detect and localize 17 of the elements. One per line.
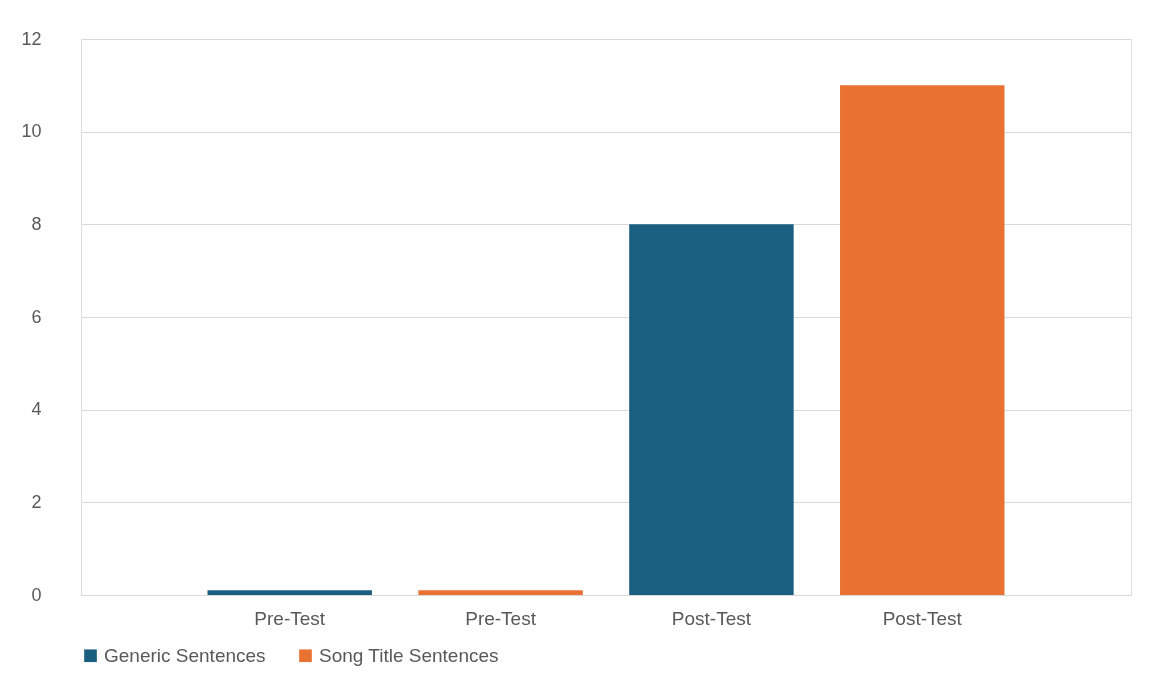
y-tick-label: 4 [31,399,42,420]
y-tick-label: 10 [21,121,42,142]
bar [207,590,372,595]
x-tick-label: Post-Test [671,607,752,629]
x-tick-label: Post-Test [882,607,963,629]
x-tick-label: Pre-Test [254,607,326,629]
y-tick-label: 6 [31,306,42,327]
bar [629,224,794,595]
y-tick-label: 8 [31,213,42,234]
bar [840,85,1005,595]
y-tick-label: 2 [31,491,42,512]
legend-label: Generic Sentences [104,644,266,666]
x-tick-label: Pre-Test [465,607,537,629]
bar [418,590,583,595]
y-tick-label: 12 [21,28,42,49]
legend-label: Song Title Sentences [319,644,499,666]
y-tick-label: 0 [31,584,42,605]
